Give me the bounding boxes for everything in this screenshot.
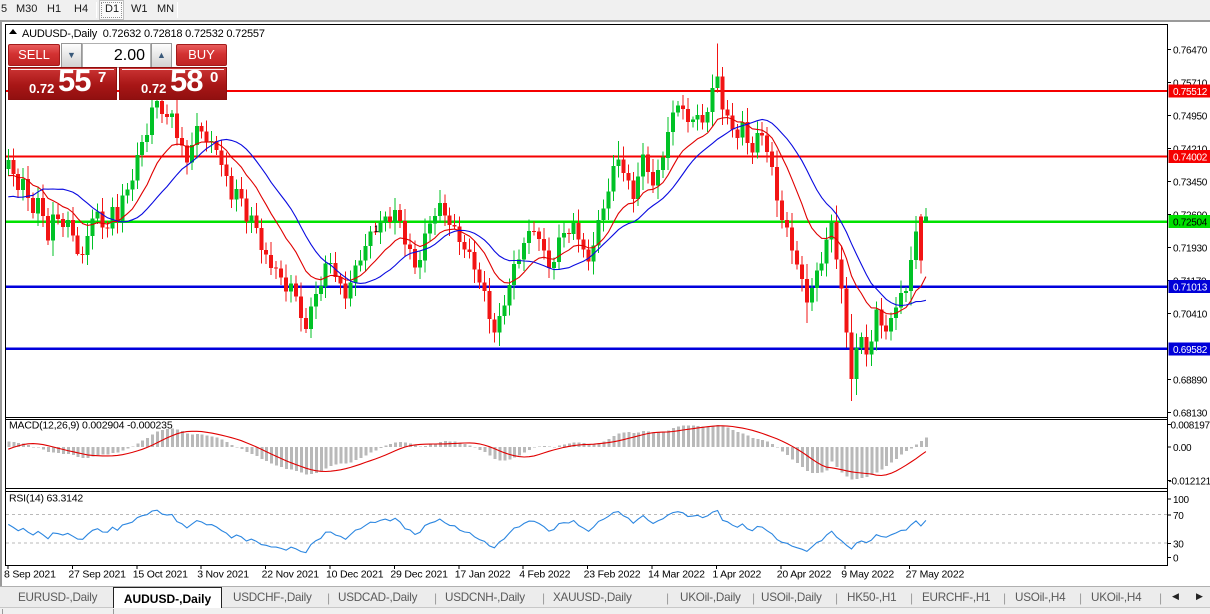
- svg-text:4 Feb 2022: 4 Feb 2022: [519, 569, 570, 581]
- svg-text:100: 100: [1173, 495, 1190, 506]
- svg-text:0.68890: 0.68890: [1173, 376, 1208, 387]
- svg-text:14 Mar 2022: 14 Mar 2022: [648, 569, 705, 581]
- svg-text:20 Apr 2022: 20 Apr 2022: [777, 569, 832, 581]
- svg-text:-0.012121: -0.012121: [1169, 476, 1210, 487]
- svg-text:0.00: 0.00: [1173, 443, 1192, 454]
- svg-text:9 May 2022: 9 May 2022: [841, 569, 894, 581]
- svg-text:0.71930: 0.71930: [1173, 244, 1208, 255]
- svg-text:29 Dec 2021: 29 Dec 2021: [390, 569, 448, 581]
- svg-text:0.73450: 0.73450: [1173, 178, 1208, 189]
- svg-text:22 Nov 2021: 22 Nov 2021: [262, 569, 320, 581]
- svg-text:0.75512: 0.75512: [1173, 87, 1208, 98]
- svg-text:17 Jan 2022: 17 Jan 2022: [455, 569, 511, 581]
- svg-text:27 May 2022: 27 May 2022: [906, 569, 965, 581]
- svg-text:0: 0: [1173, 554, 1179, 565]
- svg-text:0.74950: 0.74950: [1173, 111, 1208, 122]
- svg-text:70: 70: [1173, 511, 1184, 522]
- svg-text:3 Nov 2021: 3 Nov 2021: [197, 569, 249, 581]
- svg-text:0.008197: 0.008197: [1171, 420, 1210, 431]
- svg-text:0.76470: 0.76470: [1173, 45, 1208, 56]
- svg-text:0.69582: 0.69582: [1173, 345, 1208, 356]
- svg-text:0.75710: 0.75710: [1173, 78, 1208, 89]
- svg-text:0.70410: 0.70410: [1173, 310, 1208, 321]
- svg-text:23 Feb 2022: 23 Feb 2022: [584, 569, 641, 581]
- svg-text:RSI(14) 63.3142: RSI(14) 63.3142: [9, 493, 83, 505]
- svg-text:MACD(12,26,9) 0.002904 -0.0002: MACD(12,26,9) 0.002904 -0.000235: [9, 420, 173, 432]
- svg-text:1: 1: [374, 224, 379, 234]
- svg-text:15 Oct 2021: 15 Oct 2021: [133, 569, 188, 581]
- svg-text:30: 30: [1173, 539, 1184, 550]
- svg-text:8 Sep 2021: 8 Sep 2021: [4, 569, 56, 581]
- svg-text:0.74210: 0.74210: [1173, 145, 1208, 156]
- svg-text:1 Apr 2022: 1 Apr 2022: [712, 569, 761, 581]
- svg-text:10 Dec 2021: 10 Dec 2021: [326, 569, 384, 581]
- svg-text:0.74002: 0.74002: [1173, 153, 1208, 164]
- svg-text:0.71013: 0.71013: [1173, 283, 1208, 294]
- svg-text:AUDUSD-,Daily 0.72632 0.72818: AUDUSD-,Daily 0.72632 0.72818 0.72532 0.…: [22, 28, 265, 40]
- svg-text:0.68130: 0.68130: [1173, 409, 1208, 420]
- svg-text:0.72504: 0.72504: [1173, 218, 1208, 229]
- svg-text:27 Sep 2021: 27 Sep 2021: [68, 569, 126, 581]
